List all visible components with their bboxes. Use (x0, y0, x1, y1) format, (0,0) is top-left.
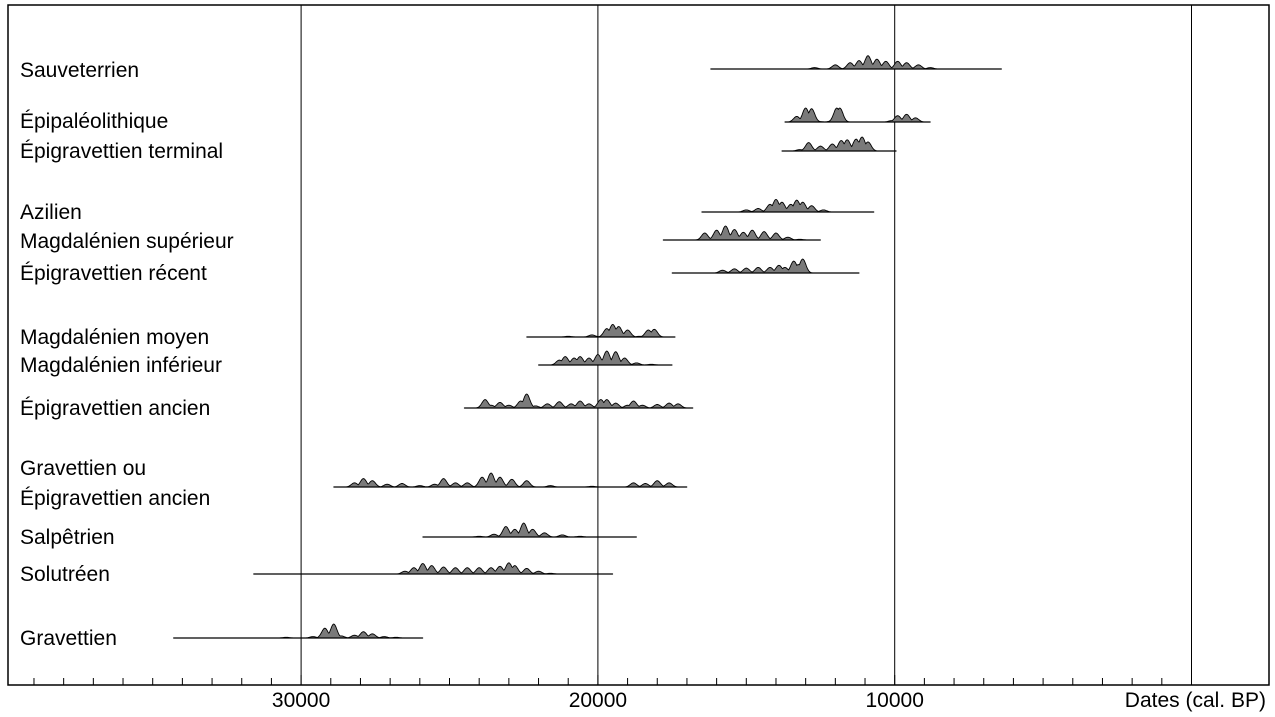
culture-series-row (701, 198, 875, 213)
density-area (422, 522, 637, 538)
density-area (173, 623, 424, 639)
density-area (538, 350, 673, 366)
density-area (671, 258, 860, 274)
density-area (701, 198, 875, 213)
culture-series-row (463, 393, 694, 409)
culture-label: Épigravettien ancien (20, 397, 210, 420)
culture-series-row (784, 107, 931, 123)
culture-series-row (781, 136, 897, 152)
culture-series-row (422, 522, 637, 538)
plot-frame (7, 4, 1270, 686)
gridlines (300, 5, 1192, 685)
culture-label: Épigravettien ancien (20, 487, 210, 510)
culture-series-row (538, 350, 673, 366)
tick-label-10000: 10000 (865, 689, 923, 712)
culture-label: Salpêtrien (20, 526, 115, 549)
culture-series-row (173, 623, 424, 639)
culture-label: Magdalénien inférieur (20, 354, 222, 377)
culture-label: Gravettien ou (20, 457, 146, 480)
culture-labels: Sauveterrien Épipaléolithique Épigravettie… (20, 59, 234, 650)
x-axis-label: Dates (cal. BP) (1125, 689, 1266, 712)
culture-label: Épigravettien terminal (20, 140, 223, 163)
culture-series (173, 55, 1002, 639)
culture-series-row (333, 472, 688, 488)
density-area (463, 393, 694, 409)
tick-label-30000: 30000 (272, 689, 330, 712)
culture-series-row (253, 562, 614, 575)
culture-series-row (671, 258, 860, 274)
density-area (710, 55, 1002, 70)
density-area (333, 472, 688, 488)
tick-label-20000: 20000 (569, 689, 627, 712)
culture-label: Solutréen (20, 563, 110, 586)
culture-label: Azilien (20, 201, 82, 224)
density-area (662, 225, 821, 241)
culture-series-row (710, 55, 1002, 70)
culture-label: Magdalénien moyen (20, 326, 209, 349)
culture-label: Épigravettien récent (20, 262, 207, 285)
culture-series-row (526, 323, 676, 338)
culture-label: Sauveterrien (20, 59, 139, 82)
x-axis: 30000 20000 10000 (33, 675, 1163, 712)
density-area (784, 107, 931, 123)
culture-label: Épipaléolithique (20, 110, 168, 133)
density-area (253, 562, 614, 575)
culture-label: Gravettien (20, 627, 117, 650)
culture-label: Magdalénien supérieur (20, 230, 234, 253)
density-area (526, 323, 676, 338)
density-area (781, 136, 897, 152)
culture-series-row (662, 225, 821, 241)
